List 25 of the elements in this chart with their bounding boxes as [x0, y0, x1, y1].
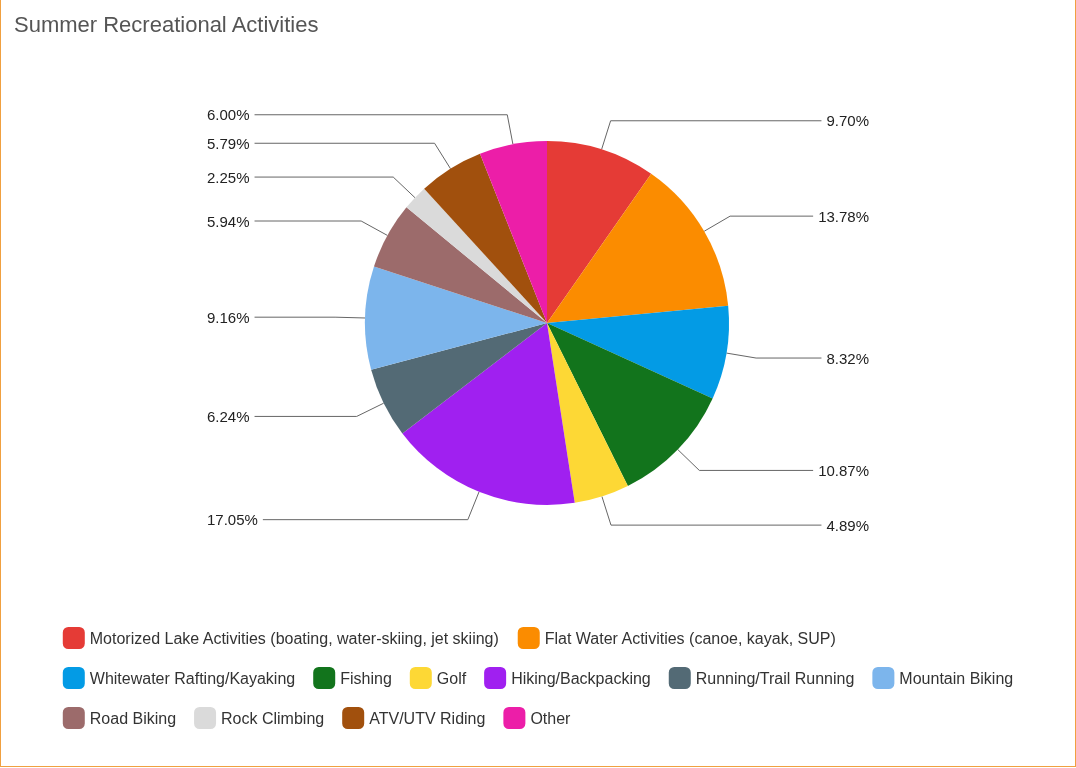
legend-label: Mountain Biking [899, 669, 1014, 687]
data-label: 2.25% [207, 168, 250, 186]
chart-title: Summer Recreational Activities [14, 11, 319, 37]
legend-label: Whitewater Rafting/Kayaking [89, 669, 296, 687]
data-label: 13.78% [818, 207, 869, 225]
data-label: 8.32% [826, 349, 869, 367]
legend-label: Rock Climbing [221, 709, 325, 727]
legend-label: Other [530, 709, 572, 727]
data-label: 5.79% [207, 134, 250, 152]
data-label: 9.16% [207, 308, 250, 326]
data-label: 5.94% [207, 212, 250, 230]
data-label: 6.24% [207, 407, 250, 425]
legend-label: Flat Water Activities (canoe, kayak, SUP) [544, 629, 836, 647]
legend-label: Hiking/Backpacking [511, 669, 651, 687]
data-label: 9.70% [826, 112, 869, 130]
legend-label: Running/Trail Running [695, 669, 855, 687]
legend-label: ATV/UTV Riding [369, 709, 486, 727]
legend-label: Road Biking [89, 709, 177, 727]
legend-label: Golf [436, 669, 467, 687]
data-label: 17.05% [207, 511, 258, 529]
data-label: 6.00% [207, 106, 250, 124]
data-label: 10.87% [818, 461, 869, 479]
legend-label: Fishing [340, 669, 392, 687]
legend-label: Motorized Lake Activities (boating, water-skiing, jet skiing) [89, 629, 499, 647]
data-label: 4.89% [826, 516, 869, 534]
